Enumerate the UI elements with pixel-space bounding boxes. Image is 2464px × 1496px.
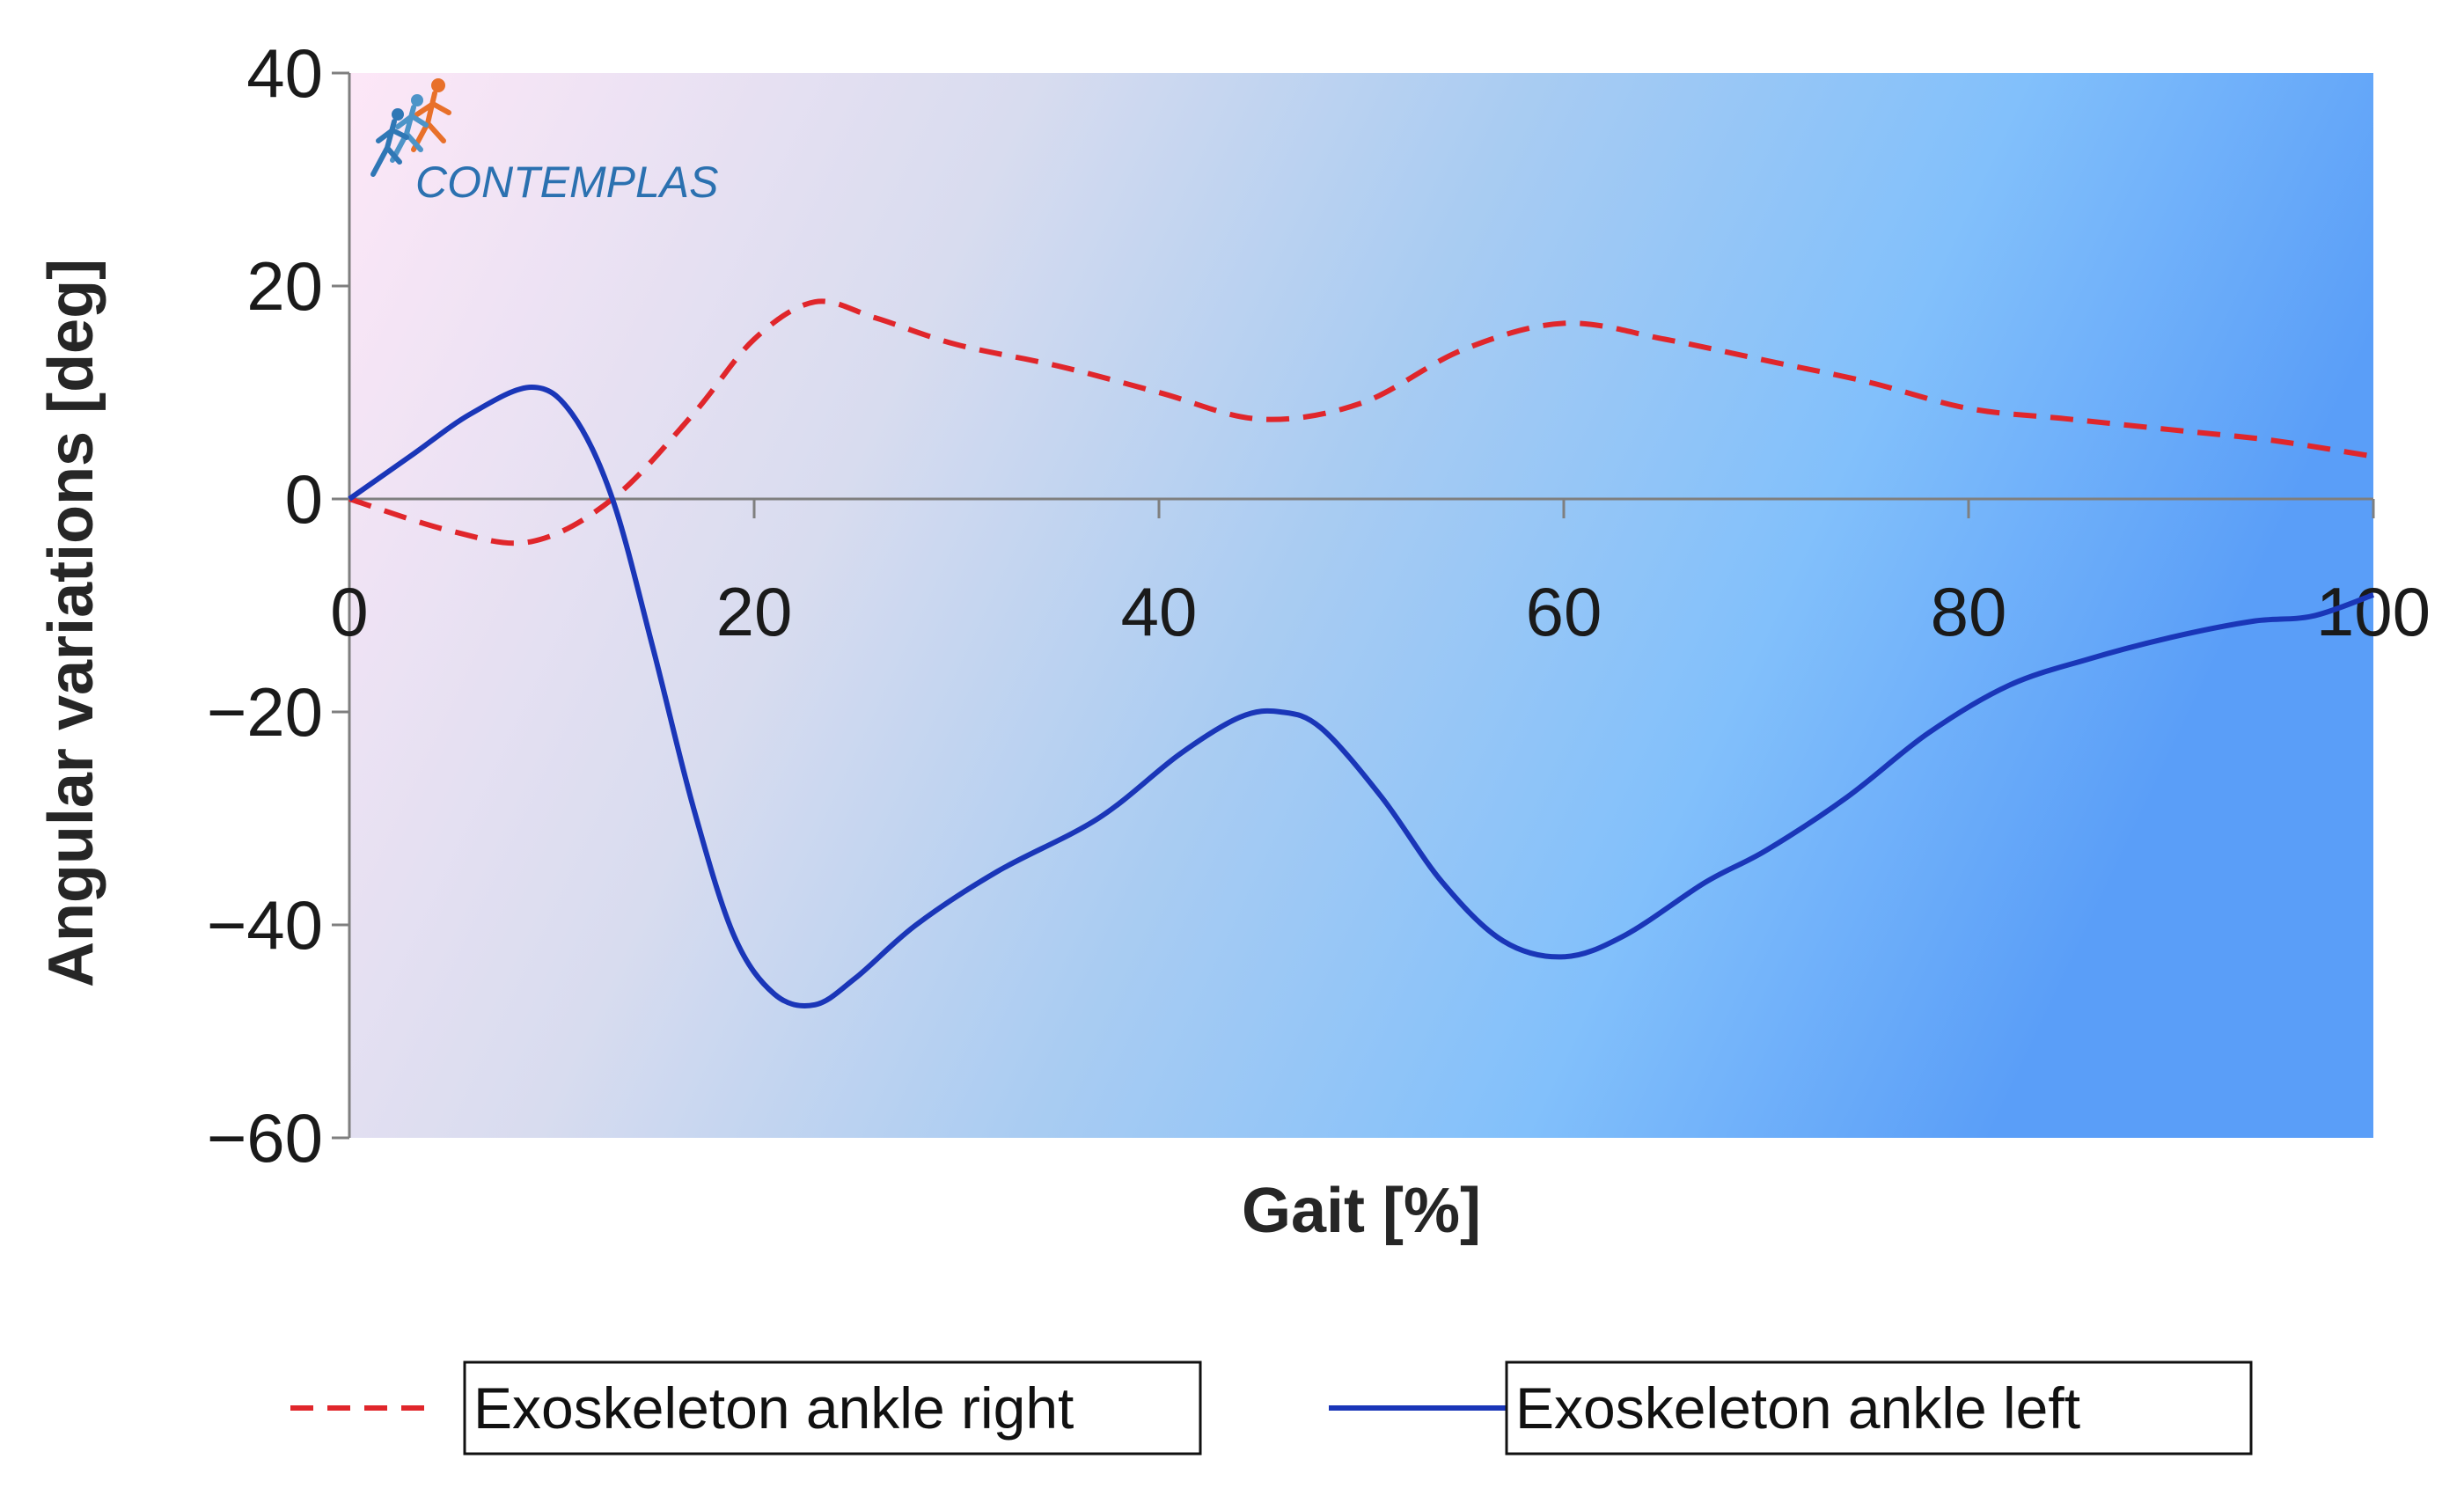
series-right-line <box>348 298 2374 546</box>
y-tick-label: −40 <box>207 886 323 964</box>
y-tick-label: −20 <box>207 673 323 751</box>
y-tick-label: 20 <box>246 247 323 325</box>
logo-text: CONTEMPLAS <box>415 158 719 207</box>
x-tick-label: 0 <box>330 573 368 650</box>
y-tick-label: 40 <box>246 34 323 112</box>
x-tick-label: 40 <box>1121 573 1198 650</box>
x-tick-label: 80 <box>1931 573 2007 650</box>
logo: CONTEMPLAS <box>370 78 719 207</box>
x-tick-label: 60 <box>1526 573 1602 650</box>
legend-label-right: Exoskeleton ankle right <box>473 1375 1074 1441</box>
runners-icon <box>370 78 451 177</box>
x-tick-label: 20 <box>716 573 793 650</box>
legend-box-right <box>463 1360 1202 1456</box>
y-axis-title: Angular variations [deg] <box>36 259 106 987</box>
series-layer <box>348 298 2375 1009</box>
series-left-line <box>348 385 2375 1009</box>
legend-label-left: Exoskeleton ankle left <box>1515 1375 2080 1441</box>
x-axis-title: Gait [%] <box>1242 1176 1481 1246</box>
legend-box-left <box>1505 1360 2253 1456</box>
y-tick-label: 0 <box>285 460 323 538</box>
plot-area <box>349 73 2373 1138</box>
legend: Exoskeleton ankle right Exoskeleton ankle… <box>290 1360 2253 1456</box>
y-tick-label: −60 <box>207 1099 323 1177</box>
